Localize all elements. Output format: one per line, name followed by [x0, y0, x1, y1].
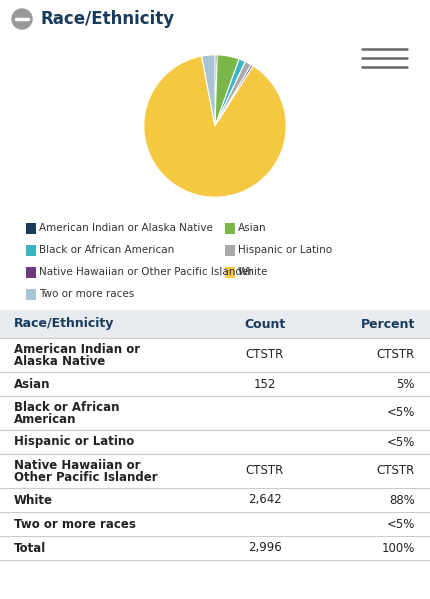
Text: <5%: <5%: [387, 518, 415, 531]
Text: Two or more races: Two or more races: [39, 289, 135, 299]
Text: Race/Ethnicity: Race/Ethnicity: [40, 10, 174, 28]
Circle shape: [12, 9, 32, 29]
Text: 88%: 88%: [389, 494, 415, 507]
Text: Native Hawaiian or Other Pacific Islander: Native Hawaiian or Other Pacific Islande…: [39, 267, 253, 277]
Text: Percent: Percent: [361, 317, 415, 331]
Text: 5%: 5%: [396, 377, 415, 391]
Text: White: White: [238, 267, 268, 277]
Wedge shape: [215, 65, 253, 126]
Text: Black or African: Black or African: [14, 401, 120, 415]
Wedge shape: [215, 62, 251, 126]
Wedge shape: [202, 55, 215, 126]
Text: <5%: <5%: [387, 435, 415, 449]
Bar: [26, 244, 37, 256]
Text: Two or more races: Two or more races: [14, 518, 136, 531]
Wedge shape: [144, 56, 286, 197]
Text: Count: Count: [244, 317, 286, 331]
Wedge shape: [215, 55, 217, 126]
Text: 100%: 100%: [382, 541, 415, 555]
Text: Asian: Asian: [238, 223, 267, 233]
Bar: [224, 267, 235, 277]
Text: American Indian or Alaska Native: American Indian or Alaska Native: [39, 223, 213, 233]
Text: Total: Total: [14, 541, 46, 555]
Bar: [26, 222, 37, 234]
Text: Black or African American: Black or African American: [39, 245, 175, 255]
Text: Race/Ethnicity: Race/Ethnicity: [14, 317, 114, 331]
Text: Native Hawaiian or: Native Hawaiian or: [14, 459, 141, 473]
Bar: [26, 267, 37, 277]
Bar: [0, 310, 430, 338]
Text: CTSTR: CTSTR: [246, 349, 284, 362]
Text: CTSTR: CTSTR: [246, 464, 284, 477]
Text: American Indian or: American Indian or: [14, 343, 140, 356]
Bar: [224, 222, 235, 234]
Wedge shape: [215, 55, 239, 126]
Text: Other Pacific Islander: Other Pacific Islander: [14, 471, 158, 483]
Text: 2,642: 2,642: [248, 494, 282, 507]
Wedge shape: [215, 59, 246, 126]
Text: Asian: Asian: [14, 377, 50, 391]
Text: 152: 152: [254, 377, 276, 391]
Text: 2,996: 2,996: [248, 541, 282, 555]
Bar: [224, 244, 235, 256]
Bar: [26, 289, 37, 300]
Text: CTSTR: CTSTR: [377, 464, 415, 477]
Text: American: American: [14, 413, 77, 426]
Text: Hispanic or Latino: Hispanic or Latino: [14, 435, 134, 449]
Text: <5%: <5%: [387, 407, 415, 419]
Text: Hispanic or Latino: Hispanic or Latino: [238, 245, 332, 255]
Text: White: White: [14, 494, 53, 507]
Text: CTSTR: CTSTR: [377, 349, 415, 362]
Text: Alaska Native: Alaska Native: [14, 355, 105, 368]
